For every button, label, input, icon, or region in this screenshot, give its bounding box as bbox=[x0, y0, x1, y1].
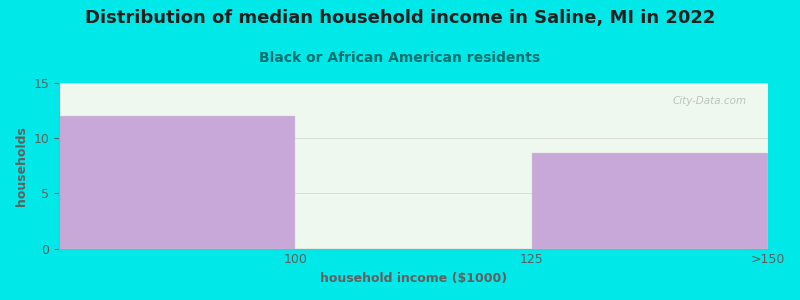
Y-axis label: households: households bbox=[15, 126, 28, 206]
Text: City-Data.com: City-Data.com bbox=[673, 96, 746, 106]
Bar bbox=[59, 116, 295, 249]
X-axis label: household income ($1000): household income ($1000) bbox=[320, 272, 507, 285]
Text: Distribution of median household income in Saline, MI in 2022: Distribution of median household income … bbox=[85, 9, 715, 27]
Bar bbox=[531, 152, 768, 249]
Text: Black or African American residents: Black or African American residents bbox=[259, 51, 541, 65]
